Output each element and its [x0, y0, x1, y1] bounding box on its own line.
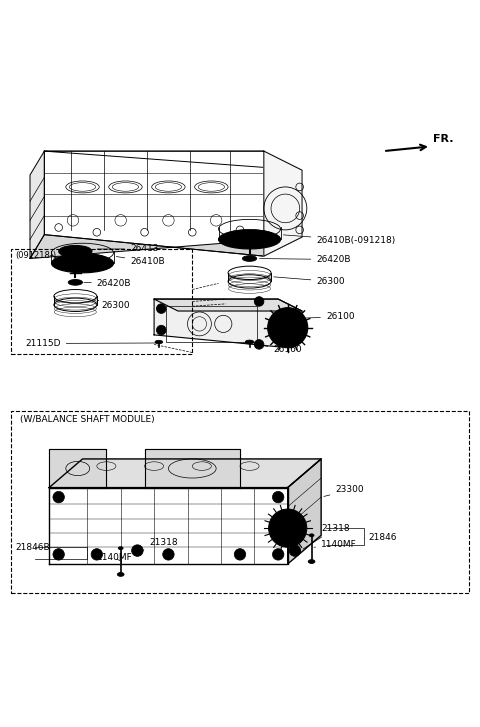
Ellipse shape	[308, 560, 315, 563]
Polygon shape	[264, 151, 302, 256]
Text: 1140MF: 1140MF	[97, 553, 132, 562]
Polygon shape	[288, 459, 321, 564]
Ellipse shape	[51, 254, 114, 273]
Text: 26100: 26100	[305, 312, 355, 321]
Circle shape	[53, 549, 64, 560]
Polygon shape	[154, 299, 302, 347]
Ellipse shape	[59, 246, 92, 257]
Polygon shape	[154, 299, 302, 311]
Circle shape	[91, 549, 103, 560]
Text: 26410B(-091218): 26410B(-091218)	[283, 235, 396, 245]
Circle shape	[132, 545, 143, 556]
Circle shape	[289, 545, 300, 556]
Polygon shape	[49, 449, 107, 488]
Text: 26410B: 26410B	[116, 257, 165, 266]
Text: (W/BALANCE SHAFT MODULE): (W/BALANCE SHAFT MODULE)	[21, 414, 155, 424]
Text: 26300: 26300	[97, 300, 130, 310]
Ellipse shape	[245, 340, 254, 344]
Circle shape	[156, 304, 166, 313]
Ellipse shape	[155, 340, 163, 344]
Circle shape	[234, 549, 246, 560]
Text: 21318: 21318	[142, 538, 178, 550]
Circle shape	[273, 549, 284, 560]
Text: 21846B: 21846B	[16, 543, 50, 552]
Circle shape	[254, 297, 264, 306]
Text: 26420B: 26420B	[84, 279, 132, 288]
Circle shape	[163, 549, 174, 560]
Ellipse shape	[68, 279, 83, 285]
Polygon shape	[25, 142, 288, 249]
Polygon shape	[49, 488, 288, 564]
Bar	[166, 306, 257, 342]
Ellipse shape	[309, 534, 314, 537]
Text: FR.: FR.	[433, 134, 454, 144]
Text: 21115D: 21115D	[25, 339, 156, 348]
Polygon shape	[144, 449, 240, 488]
Circle shape	[268, 308, 308, 348]
Text: 26160: 26160	[257, 345, 302, 353]
Text: 23300: 23300	[324, 486, 364, 497]
Polygon shape	[30, 151, 44, 259]
Polygon shape	[44, 151, 302, 170]
Text: 26300: 26300	[274, 277, 345, 286]
Circle shape	[273, 491, 284, 503]
Text: 21318: 21318	[303, 523, 350, 549]
Circle shape	[269, 509, 307, 547]
Ellipse shape	[242, 256, 257, 262]
Circle shape	[156, 325, 166, 335]
Ellipse shape	[117, 573, 124, 577]
Polygon shape	[49, 459, 321, 488]
Text: 1140MF: 1140MF	[314, 540, 357, 550]
Bar	[11, 411, 469, 593]
Ellipse shape	[118, 547, 123, 550]
Polygon shape	[30, 235, 302, 259]
Ellipse shape	[218, 230, 281, 249]
Circle shape	[53, 491, 64, 503]
Text: 21846: 21846	[369, 533, 397, 542]
Polygon shape	[44, 151, 264, 256]
Text: (091218-): (091218-)	[16, 252, 57, 260]
Bar	[11, 249, 192, 354]
Text: 26413: 26413	[97, 244, 159, 254]
Circle shape	[254, 340, 264, 349]
Text: 26420B: 26420B	[260, 255, 351, 264]
